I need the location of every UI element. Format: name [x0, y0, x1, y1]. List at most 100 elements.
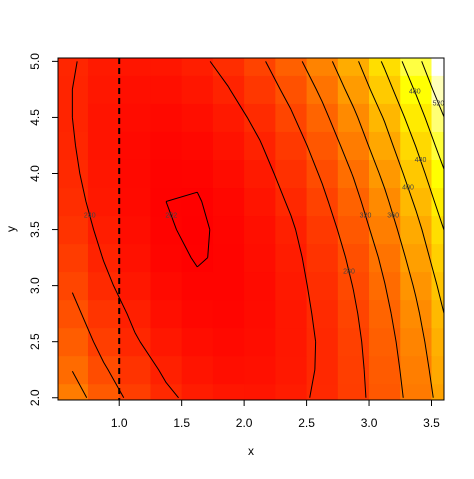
heat-cell: [400, 103, 433, 132]
heat-cell: [181, 75, 214, 104]
heat-cell: [212, 327, 245, 357]
y-axis-title: y: [4, 226, 18, 232]
heat-cell: [400, 355, 433, 385]
heat-cell: [275, 58, 308, 76]
heat-cell: [400, 215, 433, 245]
heat-cell: [369, 187, 401, 217]
heat-cell: [306, 355, 339, 385]
heat-cell: [150, 159, 183, 189]
heatmap: [58, 58, 444, 400]
heat-cell: [400, 75, 433, 104]
heat-cell: [87, 299, 120, 329]
y-tick-label: 3.0: [28, 277, 42, 294]
y-tick-label: 4.0: [28, 165, 42, 182]
heat-cell: [275, 271, 308, 301]
heat-cell: [306, 187, 339, 217]
heat-cell: [369, 159, 401, 189]
heat-cell: [150, 215, 183, 245]
contour-line: [71, 61, 367, 399]
contour-line: [401, 61, 444, 171]
heat-cell: [337, 299, 370, 329]
heat-cell: [337, 271, 370, 301]
x-tick-label: 2.0: [236, 416, 253, 430]
heat-cell: [119, 299, 151, 329]
heat-cell: [87, 383, 120, 400]
heat-cell: [431, 271, 444, 301]
heat-cell: [150, 103, 183, 132]
heat-cell: [58, 131, 89, 160]
heat-cell: [58, 355, 89, 385]
y-tick-label: 5.0: [28, 53, 42, 70]
heat-cell: [400, 58, 433, 76]
heat-cell: [212, 187, 245, 217]
heat-cell: [150, 243, 183, 273]
heat-cell: [431, 75, 444, 104]
heat-cell: [212, 131, 245, 160]
heat-cell: [87, 159, 120, 189]
heat-cell: [87, 58, 120, 76]
heat-cell: [275, 327, 308, 357]
contour-label: 202: [165, 212, 177, 219]
contour-line: [71, 61, 404, 398]
heat-cell: [119, 159, 151, 189]
heat-cell: [244, 159, 276, 189]
x-tick-label: 1.5: [173, 416, 190, 430]
heat-cell: [369, 58, 401, 76]
heat-cell: [87, 271, 120, 301]
heat-cell: [150, 355, 183, 385]
heat-cell: [306, 58, 339, 76]
heat-cell: [181, 103, 214, 132]
x-tick-label: 1.0: [111, 416, 128, 430]
heat-cell: [58, 215, 89, 245]
heat-cell: [181, 159, 214, 189]
y-tick-label: 2.5: [28, 333, 42, 350]
heat-cell: [87, 103, 120, 132]
heat-cell: [58, 271, 89, 301]
x-tick-label: 3.5: [423, 416, 440, 430]
heat-cell: [431, 103, 444, 132]
heat-cell: [337, 159, 370, 189]
contour-line: [358, 61, 444, 316]
y-tick-label: 2.0: [28, 389, 42, 406]
heat-cell: [119, 58, 151, 76]
heat-cell: [337, 383, 370, 400]
heat-cell: [87, 75, 120, 104]
x-tick-label: 2.5: [298, 416, 315, 430]
heat-cell: [244, 327, 276, 357]
contour-label: 440: [415, 157, 427, 164]
heat-cell: [400, 131, 433, 160]
heat-cell: [369, 355, 401, 385]
heat-cell: [87, 355, 120, 385]
heat-cell: [212, 103, 245, 132]
contour-label: 280: [343, 268, 355, 275]
heat-cell: [181, 271, 214, 301]
heat-cell: [119, 103, 151, 132]
heat-cell: [181, 355, 214, 385]
heat-cell: [431, 58, 444, 76]
heat-cell: [181, 383, 214, 400]
heat-cell: [212, 58, 245, 76]
heat-cell: [244, 243, 276, 273]
heat-cell: [244, 103, 276, 132]
heat-cell: [181, 327, 214, 357]
heat-cell: [306, 131, 339, 160]
heat-cell: [58, 187, 89, 217]
contour-label: 320: [360, 212, 372, 219]
heat-cell: [431, 131, 444, 160]
heat-cell: [400, 271, 433, 301]
heat-cell: [306, 383, 339, 400]
heat-cell: [181, 215, 214, 245]
heat-cell: [119, 243, 151, 273]
heat-cell: [369, 131, 401, 160]
heat-cell: [369, 383, 401, 400]
heat-cell: [400, 159, 433, 189]
heat-cell: [369, 103, 401, 132]
heat-cell: [337, 131, 370, 160]
heat-cell: [275, 159, 308, 189]
heat-cell: [244, 58, 276, 76]
heat-cell: [275, 355, 308, 385]
heat-cell: [244, 215, 276, 245]
heat-cell: [400, 327, 433, 357]
heat-cell: [119, 271, 151, 301]
